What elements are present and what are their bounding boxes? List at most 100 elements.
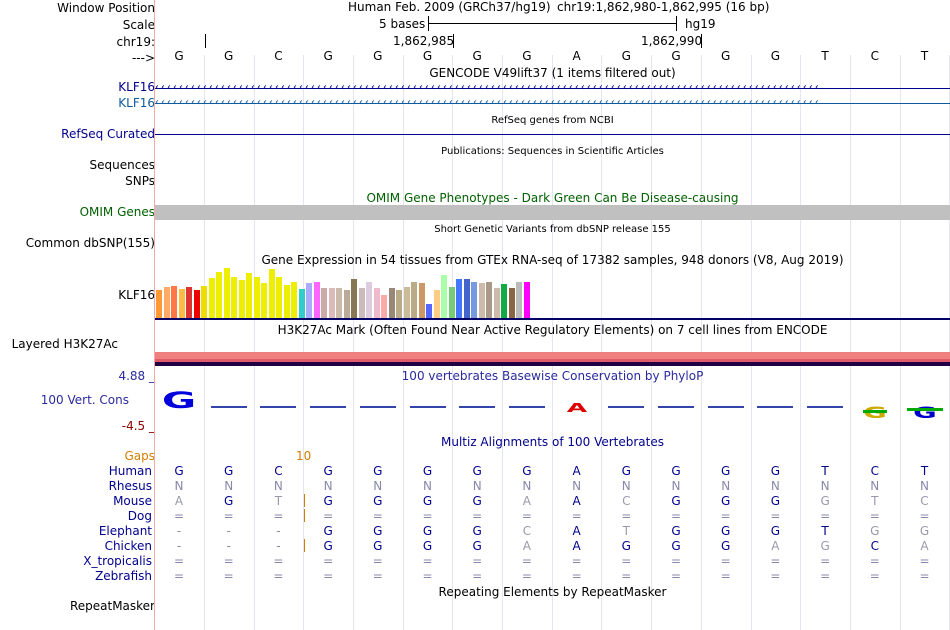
alignment-base: = [173,569,185,583]
gtex-tissue-bar[interactable] [501,284,507,318]
alignment-base: G [721,494,731,508]
gtex-tissue-bar[interactable] [381,295,387,318]
gtex-tissue-bar[interactable] [478,283,485,318]
track-label-omim[interactable]: OMIM Genes [79,205,155,219]
gtex-tissue-bar[interactable] [313,282,320,318]
gtex-tissue-bar[interactable] [283,285,290,318]
species-label[interactable]: Human [108,464,152,478]
gtex-tissue-bar[interactable] [238,280,245,318]
species-label[interactable]: Elephant [98,524,152,538]
gtex-tissue-bar[interactable] [493,288,500,318]
gtex-tissue-bar[interactable] [396,290,402,318]
gtex-tissue-bar[interactable] [186,287,192,318]
gtex-tissue-bar[interactable] [388,288,395,318]
species-label[interactable]: Zebrafish [95,569,152,583]
alignment-base: G [671,494,681,508]
alignment-base: = [173,509,185,523]
track-label-repeatmasker[interactable]: RepeatMasker [69,599,155,613]
gtex-tissue-bar[interactable] [516,282,522,318]
gtex-tissue-bar[interactable] [231,277,237,318]
gtex-tissue-bar[interactable] [193,290,200,318]
conservation-min-value: -4.5 _ [121,419,155,433]
gtex-tissue-bar[interactable] [463,279,470,318]
gtex-tissue-bar[interactable] [441,275,447,318]
alignment-base: G [820,539,830,553]
gtex-tissue-bar[interactable] [411,282,417,318]
gtex-tissue-bar[interactable] [358,288,365,318]
panel-divider[interactable] [154,0,155,630]
gtex-tissue-bar[interactable] [156,290,162,318]
species-label[interactable]: X_tropicalis [83,554,152,568]
track-label-gaps[interactable]: Gaps [124,449,155,463]
gtex-tissue-bar[interactable] [508,288,515,318]
gtex-tissue-bar[interactable] [268,269,275,318]
gtex-tissue-bar[interactable] [178,289,185,318]
species-label[interactable]: Dog [127,509,152,523]
gtex-tissue-bar[interactable] [306,283,312,318]
gtex-tissue-bar[interactable] [163,287,170,318]
track-label-common-dbsnp[interactable]: Common dbSNP(155) [25,236,155,250]
alignment-base: G [721,464,731,478]
gtex-tissue-bar[interactable] [523,282,530,318]
gtex-tissue-bar[interactable] [486,282,492,318]
gtex-tissue-bar[interactable] [171,286,177,318]
gtex-tissue-bar[interactable] [471,282,477,318]
gtex-tissue-bar[interactable] [448,287,455,318]
gtex-tissue-bar[interactable] [276,277,282,318]
alignment-base: = [273,509,284,523]
gtex-tissue-bar[interactable] [351,279,357,318]
browser-image-panel[interactable]: Human Feb. 2009 (GRCh37/hg19) chr19:1,86… [155,0,950,630]
gtex-tissue-bar[interactable] [366,282,372,318]
gtex-tissue-bar[interactable] [208,278,215,318]
species-label[interactable]: Rhesus [108,479,152,493]
track-label-gtex-gene[interactable]: KLF16 [118,288,155,302]
gtex-tissue-bar[interactable] [201,286,207,318]
gridline [850,55,851,630]
gtex-tissue-bar[interactable] [373,288,380,318]
track-label-sequences[interactable]: Sequences [89,158,155,172]
species-label[interactable]: Mouse [113,494,152,508]
gtex-tissue-bar[interactable] [216,272,222,318]
gtex-tissue-bar[interactable] [403,287,410,318]
alignment-base: = [770,509,781,523]
alignment-base: - [226,539,231,553]
track-label-snps[interactable]: SNPs [125,174,155,188]
conservation-logo-letter: G [912,403,937,422]
gtex-tissue-bar[interactable] [426,304,432,318]
gtex-tissue-bar[interactable] [298,289,305,318]
conservation-dash [658,406,694,408]
species-label[interactable]: Chicken [104,539,152,553]
track-label-refseq[interactable]: RefSeq Curated [61,127,155,141]
gridline [204,55,205,630]
track-label-klf16-gencode-2[interactable]: KLF16 [118,96,155,110]
gtex-tissue-bar[interactable] [328,288,335,318]
gtex-tissue-bar[interactable] [223,268,230,318]
alignment-base: G [919,524,930,538]
h3k27ac-signal-bar[interactable] [155,352,950,359]
alignment-base: = [422,569,433,583]
conservation-dash [260,406,297,408]
gtex-tissue-bar[interactable] [336,288,342,318]
gtex-expression-bars[interactable] [155,268,555,318]
scale-text: 5 bases [379,17,426,31]
klf16-gene-feature[interactable]: ‹‹‹‹‹‹‹‹‹‹‹‹‹‹‹‹‹‹‹‹‹‹‹‹‹‹‹‹‹‹‹‹‹‹‹‹‹‹‹‹… [155,82,950,94]
gtex-tissue-bar[interactable] [321,288,327,318]
strand-arrow-label[interactable]: ---> [131,51,155,65]
gtex-tissue-bar[interactable] [261,283,267,318]
omim-feature-bar[interactable] [155,205,950,220]
gtex-tissue-bar[interactable] [253,277,260,318]
klf16-gene-feature-2[interactable]: ‹‹‹‹‹‹‹‹‹‹‹‹‹‹‹‹‹‹‹‹‹‹‹‹‹‹‹‹‹‹‹‹‹‹‹‹‹‹‹‹… [155,97,950,109]
gtex-tissue-bar[interactable] [291,282,297,318]
gtex-tissue-bar[interactable] [343,290,350,318]
gap-marker [304,494,305,507]
gtex-tissue-bar[interactable] [433,290,440,318]
gtex-tissue-bar[interactable] [246,273,252,318]
gtex-tissue-bar[interactable] [418,283,425,318]
gridline [701,55,702,630]
track-label-h3k27ac[interactable]: Layered H3K27Ac [11,337,118,351]
refseq-gene-feature[interactable] [155,134,950,135]
gtex-tissue-bar[interactable] [456,279,462,318]
track-label-klf16-gencode[interactable]: KLF16 [118,80,155,94]
track-label-vert-cons[interactable]: 100 Vert. Cons [40,393,129,407]
